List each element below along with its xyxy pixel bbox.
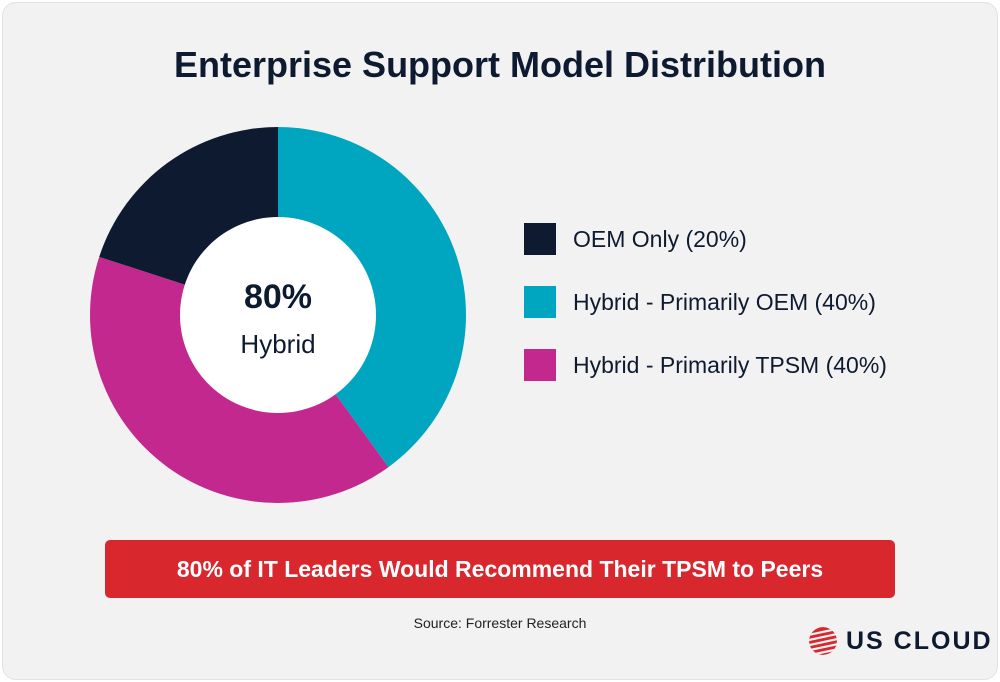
- source-note: Source: Forrester Research: [413, 615, 587, 631]
- recommendation-banner: 80% of IT Leaders Would Recommend Their …: [105, 540, 895, 598]
- legend-label: Hybrid - Primarily TPSM (40%): [573, 351, 887, 378]
- logo-text: US CLOUD: [846, 626, 993, 655]
- legend-item-oem-only: OEM Only (20%): [524, 222, 887, 256]
- legend-label: Hybrid - Primarily OEM (40%): [573, 288, 876, 315]
- center-label: Hybrid: [240, 329, 316, 359]
- donut-hole: [180, 217, 376, 413]
- legend-item-hybrid-tpsm: Hybrid - Primarily TPSM (40%): [524, 348, 887, 382]
- legend-label: OEM Only (20%): [573, 225, 747, 252]
- legend-swatch: [524, 223, 556, 255]
- center-value: 80%: [243, 278, 313, 316]
- us-cloud-logo: US CLOUD: [808, 626, 993, 656]
- globe-stripes-icon: [809, 627, 837, 655]
- legend-swatch: [524, 286, 556, 318]
- legend: OEM Only (20%) Hybrid - Primarily OEM (4…: [524, 222, 887, 411]
- donut-chart: [90, 127, 466, 503]
- legend-item-hybrid-oem: Hybrid - Primarily OEM (40%): [524, 285, 887, 319]
- legend-swatch: [524, 349, 556, 381]
- chart-title: Enterprise Support Model Distribution: [173, 44, 826, 85]
